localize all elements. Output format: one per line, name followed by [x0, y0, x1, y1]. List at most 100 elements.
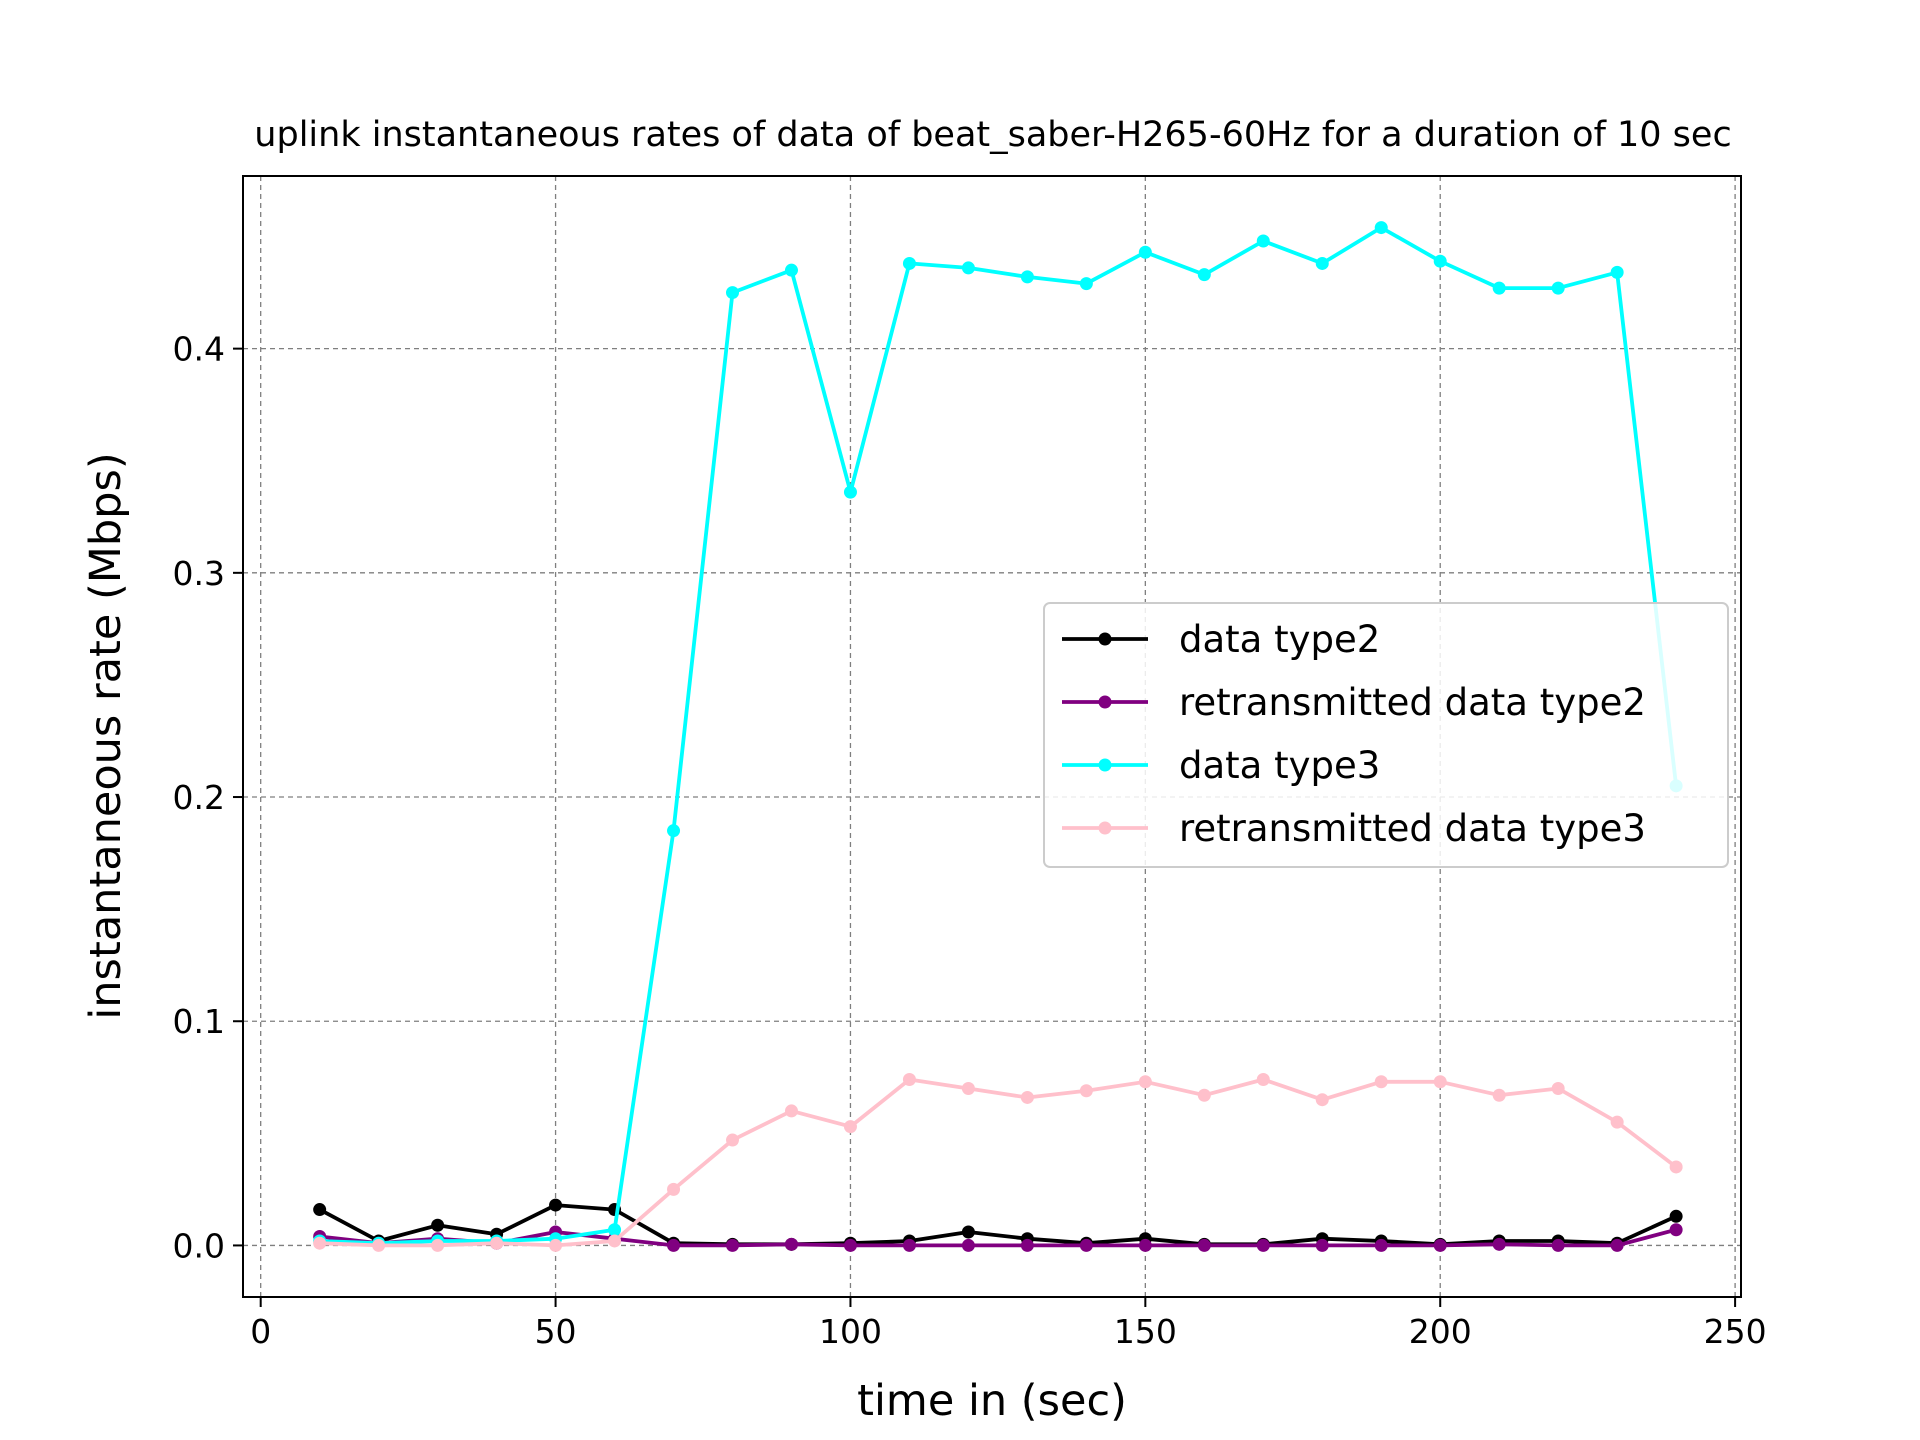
legend-swatch-marker	[1098, 632, 1112, 646]
plot-area-frame	[242, 175, 1742, 1298]
data-point	[1492, 1237, 1506, 1251]
data-point	[1138, 1075, 1152, 1089]
data-point	[961, 1238, 975, 1252]
x-tick-label: 0	[250, 1312, 271, 1351]
y-tick-label: 0.1	[173, 1002, 225, 1041]
data-point	[667, 1182, 681, 1196]
data-point	[1610, 1238, 1624, 1252]
data-point	[1492, 1088, 1506, 1102]
data-point	[1610, 265, 1624, 279]
data-point	[1138, 1238, 1152, 1252]
data-point	[1197, 268, 1211, 282]
data-point	[1138, 245, 1152, 259]
data-point	[843, 1120, 857, 1134]
data-point	[608, 1223, 622, 1237]
legend-swatch-marker	[1098, 695, 1112, 709]
data-point	[667, 824, 681, 838]
data-point	[961, 261, 975, 275]
data-point	[1256, 1073, 1270, 1087]
data-point	[902, 256, 916, 270]
data-point	[431, 1238, 445, 1252]
data-point	[1374, 1075, 1388, 1089]
chart-title: uplink instantaneous rates of data of be…	[254, 115, 1731, 155]
data-point	[1610, 1115, 1624, 1129]
data-point	[313, 1236, 327, 1250]
data-point	[843, 1238, 857, 1252]
data-point	[1020, 1090, 1034, 1104]
x-tick-label: 250	[1704, 1312, 1767, 1351]
legend-swatch-marker	[1098, 758, 1112, 772]
data-point	[1020, 1238, 1034, 1252]
data-point	[1197, 1238, 1211, 1252]
data-point	[961, 1225, 975, 1239]
data-point	[1315, 256, 1329, 270]
data-point	[667, 1238, 681, 1252]
series-line	[319, 1077, 1678, 1248]
data-point	[1374, 1238, 1388, 1252]
data-point	[372, 1238, 386, 1252]
x-tick-label: 200	[1409, 1312, 1472, 1351]
y-tick-label: 0.0	[173, 1226, 225, 1265]
legend-item: data type2	[1062, 618, 1380, 661]
legend-item: retransmitted data type3	[1062, 807, 1646, 850]
data-point	[902, 1238, 916, 1252]
x-tick-label: 100	[819, 1312, 882, 1351]
data-point	[490, 1236, 504, 1250]
y-axis-label: instantaneous rate (Mbps)	[81, 452, 131, 1019]
data-point	[1492, 281, 1506, 295]
data-point	[1433, 254, 1447, 268]
y-tick-label: 0.4	[173, 330, 225, 369]
data-point	[1197, 1088, 1211, 1102]
data-point	[902, 1073, 916, 1087]
legend-swatch-marker	[1098, 821, 1112, 835]
x-tick-label: 50	[535, 1312, 577, 1351]
data-point	[961, 1081, 975, 1095]
data-point	[1433, 1075, 1447, 1089]
series-line	[319, 1227, 1677, 1248]
data-point	[431, 1218, 445, 1232]
x-axis-label: time in (sec)	[857, 1376, 1127, 1426]
data-point	[1315, 1093, 1329, 1107]
data-point	[784, 1237, 798, 1251]
ticks: 0 50 100 150 200 250 0.0 0.1 0.2 0.3 0.4	[173, 330, 1767, 1351]
data-point	[726, 286, 740, 300]
data-point	[1079, 1238, 1093, 1252]
legend-item: retransmitted data type2	[1062, 681, 1646, 724]
series-4	[313, 1073, 1683, 1252]
series-line	[319, 225, 1678, 1246]
data-point	[313, 1203, 327, 1217]
data-point	[1079, 277, 1093, 291]
y-tick-label: 0.3	[173, 554, 225, 593]
data-point	[843, 485, 857, 499]
data-point	[1256, 234, 1270, 248]
legend-label: retransmitted data type3	[1179, 807, 1646, 850]
legend-box	[1043, 602, 1729, 868]
data-point	[1433, 1238, 1447, 1252]
data-point	[1669, 1160, 1683, 1174]
data-point	[608, 1234, 622, 1248]
legend-label: data type2	[1179, 618, 1380, 661]
data-point	[1551, 1081, 1565, 1095]
legend-label: data type3	[1179, 744, 1380, 787]
data-point	[1020, 270, 1034, 284]
data-point	[784, 263, 798, 277]
data-point	[549, 1238, 563, 1252]
x-tick-label: 150	[1114, 1312, 1177, 1351]
data-point	[1315, 1238, 1329, 1252]
data-point	[1669, 1209, 1683, 1223]
legend-label: retransmitted data type2	[1179, 681, 1646, 724]
data-point	[1551, 281, 1565, 295]
data-point	[549, 1198, 563, 1212]
data-point	[1374, 221, 1388, 235]
y-tick-label: 0.2	[173, 778, 225, 817]
data-point	[726, 1238, 740, 1252]
legend-item: data type3	[1062, 744, 1380, 787]
data-point	[1669, 1223, 1683, 1237]
data-point	[1551, 1238, 1565, 1252]
data-point	[1256, 1238, 1270, 1252]
data-point	[1079, 1084, 1093, 1098]
series-group	[313, 221, 1683, 1252]
legend: data type2 retransmitted data type2 data t…	[1043, 602, 1729, 868]
